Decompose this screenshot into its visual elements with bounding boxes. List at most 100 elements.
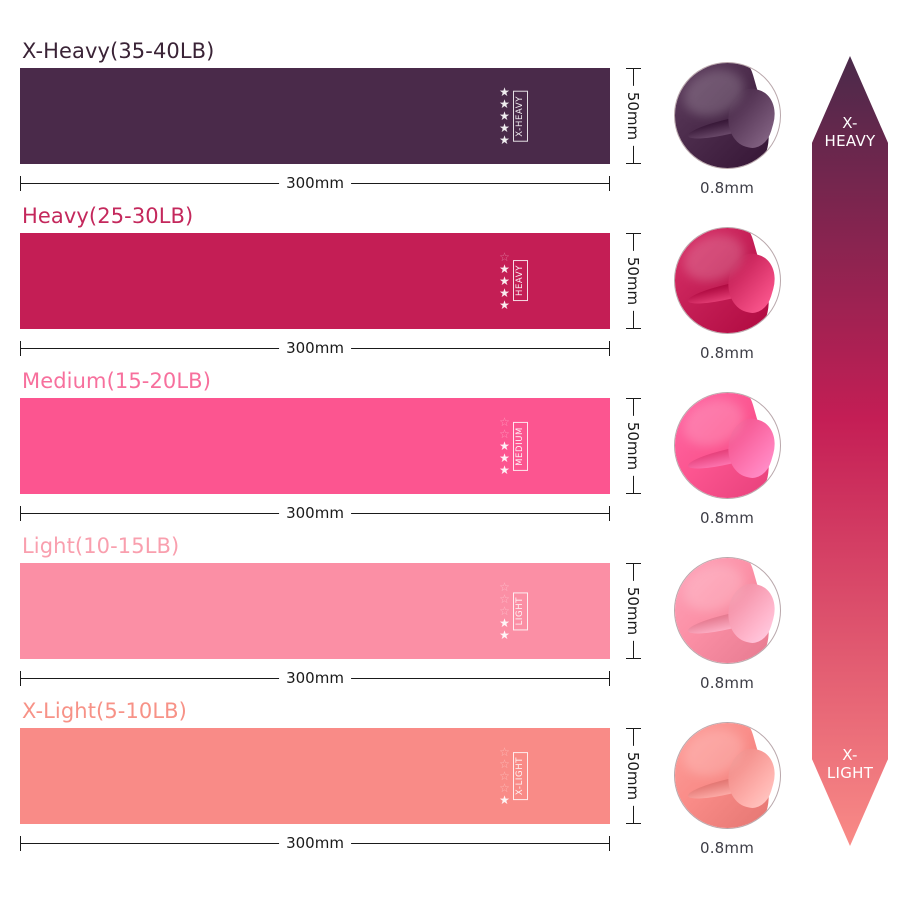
thickness-label-medium: 0.8mm xyxy=(699,509,755,527)
star-filled-icon: ★ xyxy=(499,84,510,99)
dimension-end-cap-bottom xyxy=(626,493,641,494)
star-rating-x-light: ★ ☆ ☆ ☆ ☆ xyxy=(499,746,510,806)
star-filled-icon: ★ xyxy=(499,297,510,312)
width-dimension-x-heavy: 300mm xyxy=(20,172,610,194)
width-dimension-label: 300mm xyxy=(279,832,351,854)
star-outline-icon: ☆ xyxy=(499,591,510,606)
height-dimension-x-light: 50mm xyxy=(622,728,644,824)
thickness-circle-light xyxy=(673,557,781,664)
scale-arrow-top-label: X- HEAVY xyxy=(812,114,888,150)
dimension-end-cap-top xyxy=(626,233,641,234)
thickness-callout-x-heavy: 0.8mm xyxy=(664,62,790,197)
thickness-label-x-heavy: 0.8mm xyxy=(699,179,755,197)
width-dimension-label: 300mm xyxy=(279,172,351,194)
band-title-heavy: Heavy(25-30LB) xyxy=(22,204,194,228)
width-dimension-label: 300mm xyxy=(279,667,351,689)
band-row-x-light: X-Light(5-10LB) ★ ☆ ☆ ☆ ☆ X-LIGHT 300mm 50mm xyxy=(0,698,660,863)
star-outline-icon: ☆ xyxy=(499,780,510,795)
band-title-medium: Medium(15-20LB) xyxy=(22,369,211,393)
star-rating-medium: ★ ★ ★ ☆ ☆ xyxy=(499,416,510,476)
height-dimension-label: 50mm xyxy=(623,415,643,477)
height-dimension-light: 50mm xyxy=(622,563,644,659)
dimension-end-cap-top xyxy=(626,563,641,564)
band-title-x-heavy: X-Heavy(35-40LB) xyxy=(22,39,215,63)
dimension-end-cap-left xyxy=(20,506,21,521)
scale-arrow-bottom-label-line2: LIGHT xyxy=(826,764,874,782)
band-print-x-light: ★ ☆ ☆ ☆ ☆ X-LIGHT xyxy=(499,746,528,806)
band-strip-x-heavy: ★ ★ ★ ★ ★ X-HEAVY xyxy=(20,68,610,164)
width-dimension-medium: 300mm xyxy=(20,502,610,524)
height-dimension-label: 50mm xyxy=(623,580,643,642)
star-rating-x-heavy: ★ ★ ★ ★ ★ xyxy=(499,86,510,146)
dimension-end-cap-right xyxy=(609,836,610,851)
scale-arrow-top-label-line1: X- xyxy=(842,114,858,132)
band-strip-light: ★ ★ ☆ ☆ ☆ LIGHT xyxy=(20,563,610,659)
band-level-label-x-heavy: X-HEAVY xyxy=(513,90,528,142)
dimension-end-cap-bottom xyxy=(626,328,641,329)
dimension-end-cap-top xyxy=(626,728,641,729)
thickness-circle-medium xyxy=(673,392,781,499)
star-outline-icon: ☆ xyxy=(499,603,510,618)
height-dimension-heavy: 50mm xyxy=(622,233,644,329)
band-strip-medium: ★ ★ ★ ☆ ☆ MEDIUM xyxy=(20,398,610,494)
thickness-callout-medium: 0.8mm xyxy=(664,392,790,527)
band-row-heavy: Heavy(25-30LB) ★ ★ ★ ★ ☆ HEAVY 300mm 50mm xyxy=(0,203,660,368)
band-level-label-medium: MEDIUM xyxy=(513,421,528,471)
thickness-circle-x-heavy xyxy=(673,62,781,169)
star-filled-icon: ★ xyxy=(499,273,510,288)
width-dimension-x-light: 300mm xyxy=(20,832,610,854)
thickness-callout-x-light: 0.8mm xyxy=(664,722,790,857)
star-outline-icon: ☆ xyxy=(499,579,510,594)
star-rating-heavy: ★ ★ ★ ★ ☆ xyxy=(499,251,510,311)
dimension-end-cap-left xyxy=(20,176,21,191)
height-dimension-label: 50mm xyxy=(623,745,643,807)
dimension-end-cap-left xyxy=(20,341,21,356)
star-filled-icon: ★ xyxy=(499,615,510,630)
star-rating-light: ★ ★ ☆ ☆ ☆ xyxy=(499,581,510,641)
thickness-label-light: 0.8mm xyxy=(699,674,755,692)
star-filled-icon: ★ xyxy=(499,462,510,477)
star-outline-icon: ☆ xyxy=(499,426,510,441)
band-level-label-heavy: HEAVY xyxy=(513,260,528,302)
height-dimension-label: 50mm xyxy=(623,85,643,147)
star-outline-icon: ☆ xyxy=(499,744,510,759)
thickness-circle-x-light xyxy=(673,722,781,829)
thickness-callout-heavy: 0.8mm xyxy=(664,227,790,362)
scale-arrow-bottom-label-line1: X- xyxy=(842,746,858,764)
band-title-x-light: X-Light(5-10LB) xyxy=(22,699,187,723)
resistance-scale-arrow: X- HEAVY X- LIGHT xyxy=(812,56,888,846)
band-print-heavy: ★ ★ ★ ★ ☆ HEAVY xyxy=(499,251,528,311)
band-level-label-light: LIGHT xyxy=(513,591,528,631)
dimension-end-cap-right xyxy=(609,506,610,521)
star-filled-icon: ★ xyxy=(499,438,510,453)
scale-arrow-top-label-line2: HEAVY xyxy=(824,132,876,150)
dimension-end-cap-top xyxy=(626,398,641,399)
thickness-circle-heavy xyxy=(673,227,781,334)
height-dimension-label: 50mm xyxy=(623,250,643,312)
star-filled-icon: ★ xyxy=(499,120,510,135)
star-filled-icon: ★ xyxy=(499,450,510,465)
star-outline-icon: ☆ xyxy=(499,249,510,264)
width-dimension-label: 300mm xyxy=(279,502,351,524)
star-filled-icon: ★ xyxy=(499,285,510,300)
star-outline-icon: ☆ xyxy=(499,414,510,429)
width-dimension-heavy: 300mm xyxy=(20,337,610,359)
star-filled-icon: ★ xyxy=(499,261,510,276)
band-print-medium: ★ ★ ★ ☆ ☆ MEDIUM xyxy=(499,416,528,476)
dimension-end-cap-right xyxy=(609,341,610,356)
height-dimension-x-heavy: 50mm xyxy=(622,68,644,164)
dimension-end-cap-bottom xyxy=(626,658,641,659)
scale-arrow-shaft xyxy=(812,56,888,846)
dimension-end-cap-bottom xyxy=(626,163,641,164)
thickness-callout-light: 0.8mm xyxy=(664,557,790,692)
band-row-medium: Medium(15-20LB) ★ ★ ★ ☆ ☆ MEDIUM 300mm 50mm xyxy=(0,368,660,533)
dimension-end-cap-bottom xyxy=(626,823,641,824)
scale-arrow-bottom-label: X- LIGHT xyxy=(812,746,888,782)
dimension-end-cap-right xyxy=(609,176,610,191)
star-filled-icon: ★ xyxy=(499,792,510,807)
width-dimension-label: 300mm xyxy=(279,337,351,359)
width-dimension-light: 300mm xyxy=(20,667,610,689)
band-title-light: Light(10-15LB) xyxy=(22,534,180,558)
dimension-end-cap-left xyxy=(20,671,21,686)
band-print-x-heavy: ★ ★ ★ ★ ★ X-HEAVY xyxy=(499,86,528,146)
